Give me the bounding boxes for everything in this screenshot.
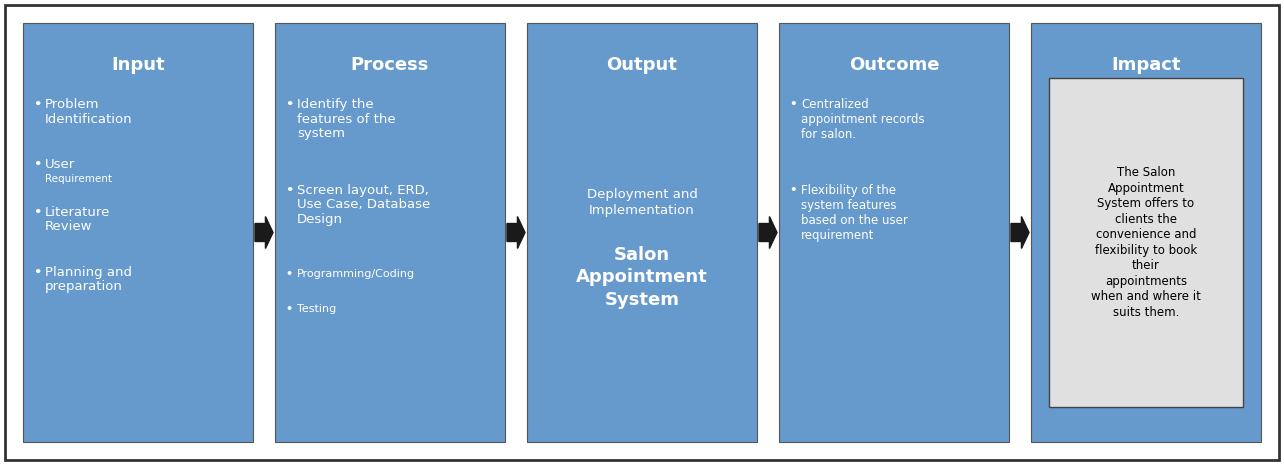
Text: User: User [45, 158, 76, 171]
Text: Outcome: Outcome [849, 56, 940, 74]
Text: •: • [788, 184, 796, 197]
Text: •: • [33, 98, 41, 111]
Text: Identify the
features of the
system: Identify the features of the system [297, 98, 395, 140]
Text: Testing: Testing [297, 304, 336, 313]
Bar [526, 23, 758, 442]
Text: •: • [33, 266, 41, 279]
FancyArrow shape [759, 217, 777, 248]
Text: •: • [285, 98, 293, 111]
Text: •: • [285, 269, 293, 279]
Bar [275, 23, 505, 442]
Text: Process: Process [351, 56, 429, 74]
FancyArrow shape [1011, 217, 1028, 248]
Text: •: • [285, 304, 293, 313]
Bar [1049, 78, 1243, 407]
Text: Flexibility of the
system features
based on the user
requirement: Flexibility of the system features based… [801, 184, 908, 241]
Text: Input: Input [112, 56, 164, 74]
Text: Literature
Review: Literature Review [45, 206, 110, 233]
Bar [1031, 23, 1261, 442]
Text: •: • [285, 184, 293, 197]
Text: Deployment and
Implementation: Deployment and Implementation [587, 188, 697, 217]
Text: Impact: Impact [1111, 56, 1181, 74]
Text: Problem
Identification: Problem Identification [45, 98, 132, 126]
Text: Centralized
appointment records
for salon.: Centralized appointment records for salo… [801, 98, 924, 141]
Text: Salon
Appointment
System: Salon Appointment System [577, 246, 707, 309]
Text: •: • [33, 158, 41, 171]
FancyArrow shape [507, 217, 525, 248]
Text: •: • [33, 206, 41, 219]
Text: The Salon
Appointment
System offers to
clients the
convenience and
flexibility t: The Salon Appointment System offers to c… [1091, 166, 1201, 319]
Text: Screen layout, ERD,
Use Case, Database
Design: Screen layout, ERD, Use Case, Database D… [297, 184, 430, 226]
Bar [23, 23, 253, 442]
Text: Requirement: Requirement [45, 173, 112, 184]
Bar [779, 23, 1009, 442]
Text: •: • [788, 98, 796, 111]
Text: Output: Output [606, 56, 678, 74]
FancyArrow shape [256, 217, 273, 248]
Text: Planning and
preparation: Planning and preparation [45, 266, 132, 293]
Text: Programming/Coding: Programming/Coding [297, 269, 415, 279]
